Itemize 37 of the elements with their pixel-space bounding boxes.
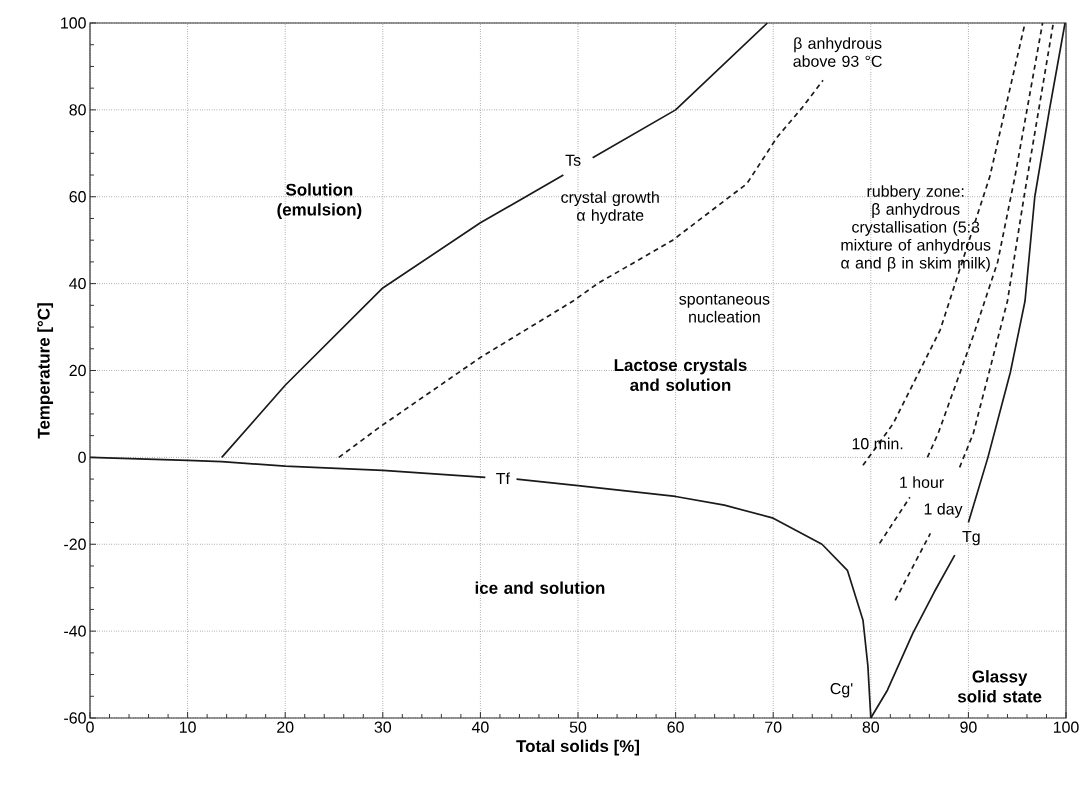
annotation: Ts [565, 154, 581, 166]
x-tick-label: 40 [471, 721, 489, 733]
x-tick-label: 0 [86, 721, 94, 733]
y-tick-label: -40 [64, 625, 86, 637]
x-tick-label: 90 [960, 721, 977, 733]
x-tick-label: 70 [765, 721, 782, 733]
annotation: Tg [962, 531, 980, 546]
x-tick-label: 10 [179, 721, 196, 733]
annotation: 1 hour [900, 476, 944, 488]
y-tick-label: 100 [61, 17, 86, 29]
y-tick-label: 40 [69, 277, 86, 290]
x-tick-label: 20 [277, 721, 294, 733]
annotation: crystal growth α hydrate [561, 191, 659, 224]
y-tick-label: -60 [64, 712, 86, 724]
annotation: rubbery zone: β anhydrous crystallisation (5:3 mixture of anhydrous α and β in skim milk) [841, 185, 991, 272]
x-tick-label: 80 [862, 721, 880, 733]
annotation: spontaneous nucleation [679, 294, 770, 323]
annotation: Solution (emulsion) [277, 183, 362, 219]
annotation: 1 day [924, 502, 963, 518]
x-axis-title: Total solids [%] [516, 739, 639, 756]
annotation: Tf [496, 472, 510, 484]
annotation: Lactose crystals and solution [614, 358, 747, 392]
annotation: Cg' [830, 682, 853, 698]
annotation: 10 min. [852, 437, 903, 450]
x-tick-label: 60 [667, 721, 684, 733]
annotation: Glassy solid state [957, 670, 1042, 703]
x-tick-label: 50 [569, 721, 587, 733]
annotation: ice and solution [475, 581, 605, 594]
y-tick-label: 60 [69, 191, 86, 203]
y-tick-label: 80 [69, 104, 86, 116]
y-axis-title: Temperature [°C] [37, 303, 54, 439]
y-tick-label: 20 [69, 364, 86, 377]
x-tick-label: 100 [1053, 721, 1079, 733]
x-tick-label: 30 [374, 721, 392, 733]
y-tick-label: -20 [64, 538, 86, 550]
y-tick-label: 0 [78, 451, 86, 464]
annotation: β anhydrous above 93 °C [793, 37, 882, 67]
